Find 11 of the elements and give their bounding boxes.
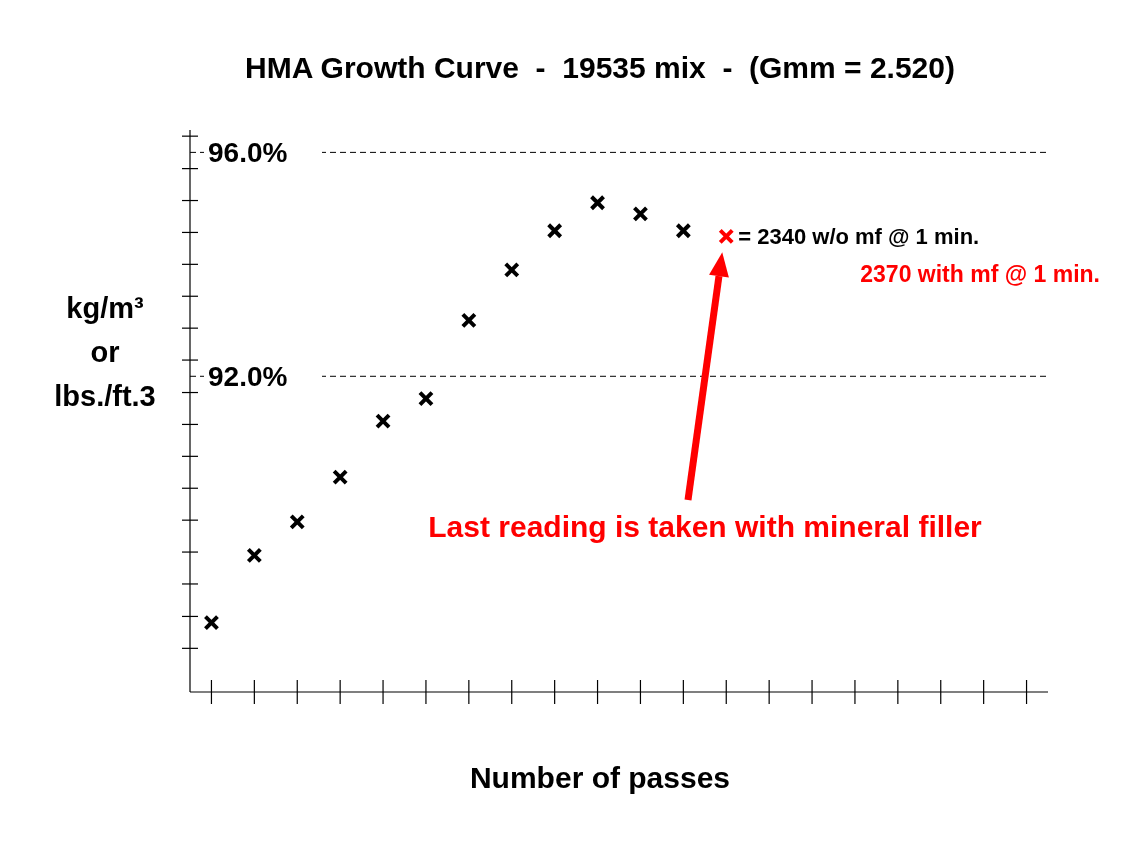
y-tick-label: 96.0%: [208, 137, 288, 169]
annotation: 2370 with mf @ 1 min.: [860, 261, 1100, 288]
point: [590, 195, 605, 211]
chart-title: HMA Growth Curve - 19535 mix - (Gmm = 2.520): [245, 51, 955, 84]
point: [418, 391, 434, 407]
y-axis-title: kg/m³ or lbs./ft.3: [54, 292, 156, 412]
x-axis-title: Number of passes: [469, 761, 731, 794]
annotation: = 2340 w/o mf @ 1 min.: [738, 224, 980, 250]
annotation: Last reading is taken with mineral filler: [428, 510, 983, 543]
y-tick-label: 92.0%: [208, 361, 288, 393]
point: [633, 206, 648, 222]
